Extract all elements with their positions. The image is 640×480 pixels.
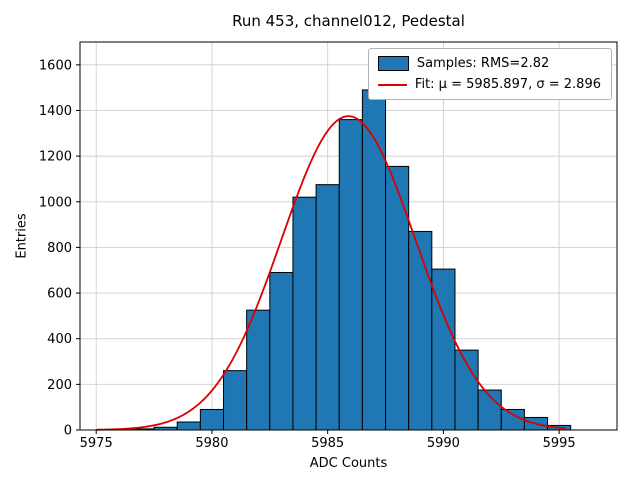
y-tick-label: 400 <box>47 332 72 347</box>
axes-spines <box>79 41 618 431</box>
histogram-bar <box>385 165 410 431</box>
y-tick-label: 1600 <box>39 58 72 73</box>
legend-entry-fit: Fit: μ = 5985.897, σ = 2.896 <box>377 77 601 92</box>
histogram-bar <box>223 370 248 431</box>
y-axis-label: Entries <box>14 213 30 259</box>
histogram-bar <box>315 184 340 431</box>
y-tick-label: 800 <box>47 241 72 256</box>
y-tick-label: 600 <box>47 287 72 302</box>
legend-label-samples: Samples: RMS=2.82 <box>416 56 550 71</box>
y-tick-label: 0 <box>64 424 72 439</box>
histogram-bar <box>338 119 363 431</box>
histogram-bar <box>292 196 317 431</box>
histogram-bar <box>500 408 525 431</box>
chart-title: Run 453, channel012, Pedestal <box>232 12 465 30</box>
legend-entry-samples: Samples: RMS=2.82 <box>377 56 601 71</box>
axes-frame <box>79 41 618 431</box>
histogram-bar <box>408 230 433 431</box>
legend: Samples: RMS=2.82 Fit: μ = 5985.897, σ =… <box>367 48 612 100</box>
histogram-swatch-icon <box>377 56 409 71</box>
fit-curve <box>96 115 567 431</box>
x-tick-label: 5980 <box>195 436 228 451</box>
x-tick-label: 5995 <box>543 436 576 451</box>
legend-label-fit: Fit: μ = 5985.897, σ = 2.896 <box>414 77 601 92</box>
x-tick-label: 5985 <box>311 436 344 451</box>
y-tick-label: 1000 <box>39 195 72 210</box>
y-tick-label: 1400 <box>39 104 72 119</box>
histogram-bars <box>130 89 572 431</box>
x-axis-label: ADC Counts <box>309 456 388 471</box>
fit-line <box>96 115 567 431</box>
x-tick-label: 5990 <box>427 436 460 451</box>
tick-labels: 5975 5980 5985 5990 5995 0 200 400 600 800 1000 120… <box>39 58 576 451</box>
histogram-bar <box>199 408 225 431</box>
x-tick-label: 5975 <box>80 436 113 451</box>
histogram-bar <box>361 89 387 431</box>
y-tick-label: 1200 <box>39 150 72 165</box>
fit-line-swatch-icon <box>377 83 407 86</box>
histogram-bar <box>176 421 201 431</box>
histogram-bar <box>246 309 271 431</box>
y-tick-label: 200 <box>47 378 72 393</box>
histogram-bar <box>269 272 294 431</box>
